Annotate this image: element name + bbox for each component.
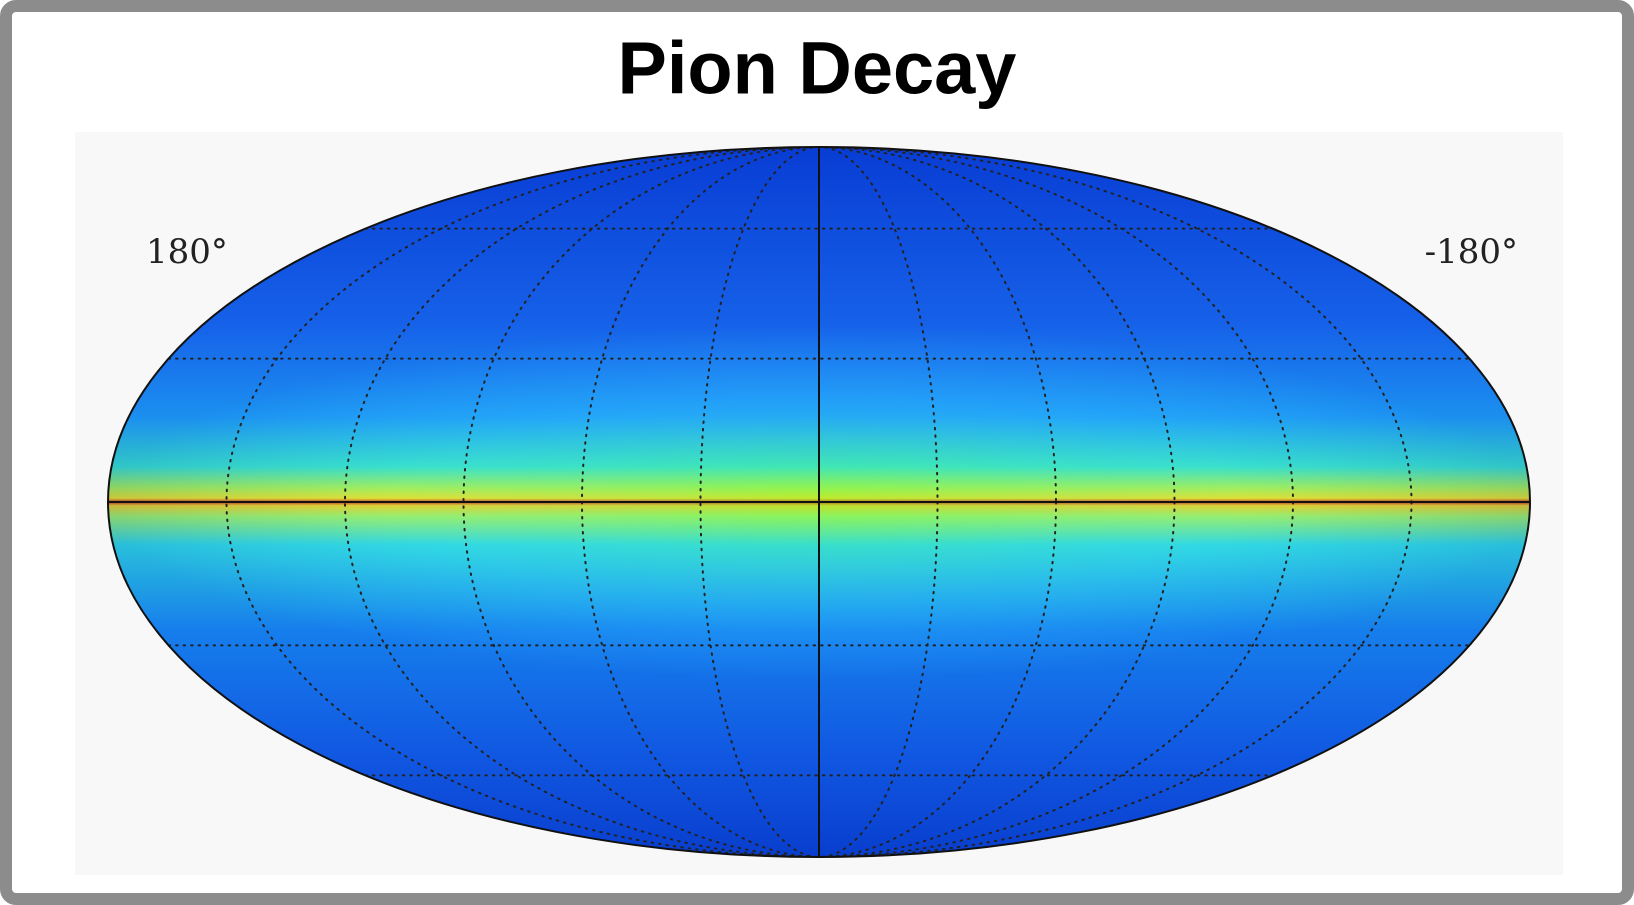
title: Pion Decay (618, 27, 1017, 110)
right-longitude-label: -180° (1425, 232, 1518, 272)
left-longitude-label: 180° (146, 232, 228, 272)
sky-map (108, 147, 1530, 857)
slide: Pion Decay 180° -180° (0, 0, 1634, 905)
